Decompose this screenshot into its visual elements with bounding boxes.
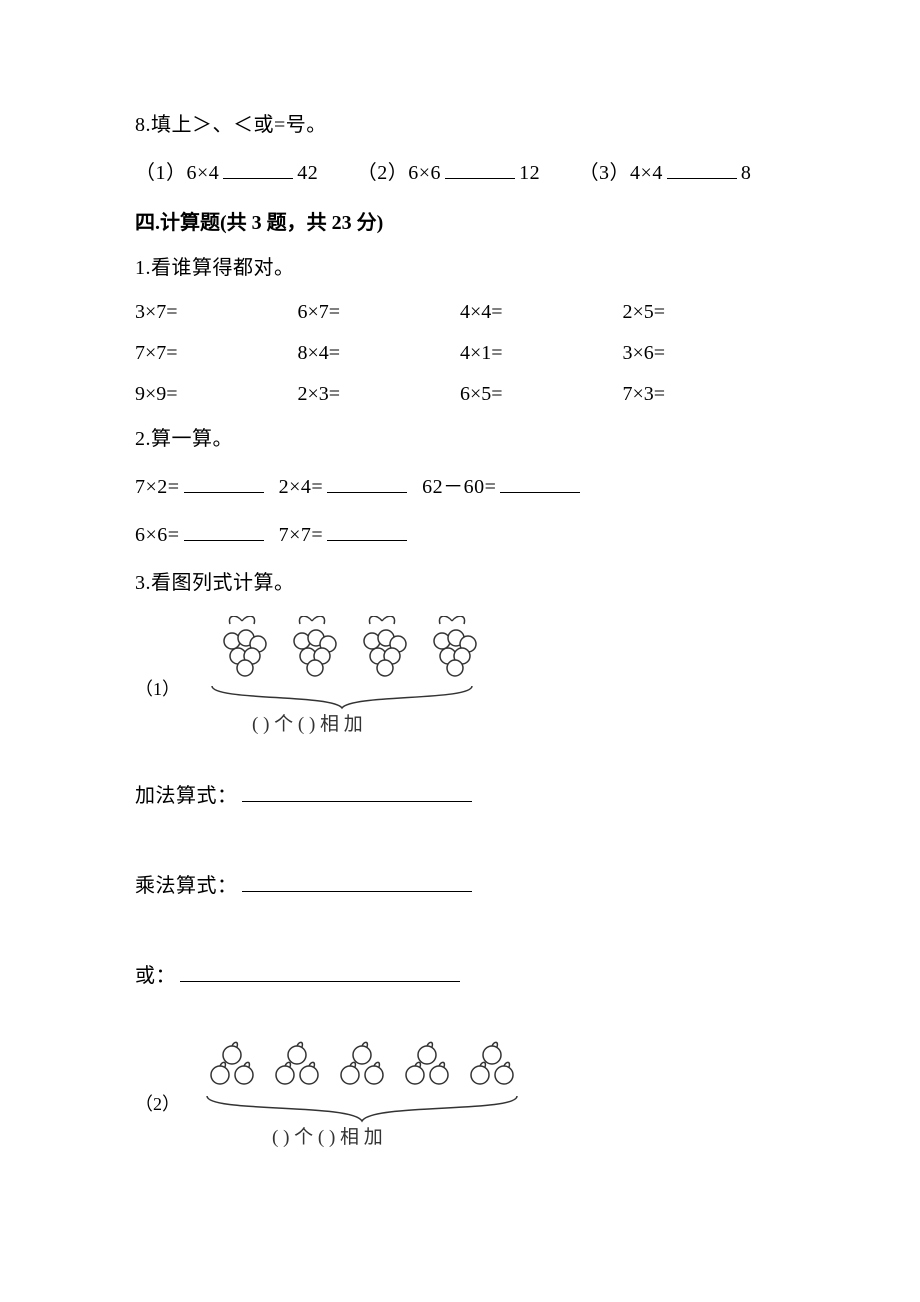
q8-p2-rhs: 12	[519, 162, 540, 184]
q8-p1-expr: （1）6×4	[135, 162, 219, 184]
s4q2-l1-b1	[184, 472, 264, 493]
s4q3-or-line: 或：	[135, 961, 785, 991]
q8-p3-expr: （3）4×4	[579, 162, 663, 184]
s4q3-prompt: 3.看图列式计算。	[135, 568, 785, 598]
document-page: 8.填上＞、＜或=号。 （1）6×4 42 （2）6×6 12 （3）4×4 8 四.…	[0, 0, 920, 1302]
s4q2-line2: 6×6= 7×7=	[135, 520, 785, 550]
s4q3-add-blank	[242, 781, 472, 802]
s4q3-mult-blank	[242, 871, 472, 892]
s4q1-r1c1: 3×7=	[135, 301, 298, 324]
s4q1-r3c4: 7×3=	[623, 383, 786, 406]
s4q3-mult-line: 乘法算式：	[135, 871, 785, 901]
s4q3-sub1-prefix: （1）	[135, 675, 180, 741]
q8-p3-blank	[667, 158, 737, 179]
s4q1-r2c3: 4×1=	[460, 342, 623, 365]
s4q1-r2c2: 8×4=	[298, 342, 461, 365]
cherry-svg: ( ) 个 ( ) 相 加	[192, 1041, 532, 1151]
cherry-figure: ( ) 个 ( ) 相 加	[192, 1041, 532, 1156]
s4q3-mult-label: 乘法算式：	[135, 875, 238, 897]
s4q3-or-label: 或：	[135, 965, 176, 987]
q8-parts: （1）6×4 42 （2）6×6 12 （3）4×4 8	[135, 158, 785, 188]
s4q2-line1: 7×2= 2×4= 62－60=	[135, 472, 785, 502]
s4q2-l1-e2: 2×4=	[279, 476, 324, 498]
s4q3-fig2: （2）	[135, 1041, 785, 1156]
q8-p2-expr: （2）6×6	[357, 162, 441, 184]
s4q1-row1: 3×7= 6×7= 4×4= 2×5=	[135, 301, 785, 324]
s4q2-l1-b3	[500, 472, 580, 493]
s4q1-r3c2: 2×3=	[298, 383, 461, 406]
svg-text:( ) 个 ( ) 相 加: ( ) 个 ( ) 相 加	[252, 713, 363, 735]
svg-text:( ) 个 ( ) 相 加: ( ) 个 ( ) 相 加	[272, 1126, 383, 1148]
s4q1-r3c1: 9×9=	[135, 383, 298, 406]
s4q3-or-blank	[180, 961, 460, 982]
s4q2-prompt: 2.算一算。	[135, 424, 785, 454]
s4q3-fig1: （1）	[135, 616, 785, 741]
grape-figure: ( ) 个 ( ) 相 加	[192, 616, 492, 741]
s4q2-l2-b1	[184, 520, 264, 541]
s4q1-row3: 9×9= 2×3= 6×5= 7×3=	[135, 383, 785, 406]
s4q1-prompt: 1.看谁算得都对。	[135, 253, 785, 283]
s4q2-l2-b2	[327, 520, 407, 541]
s4q2-l1-b2	[327, 472, 407, 493]
s4q2-l2-e2: 7×7=	[279, 524, 324, 546]
q8-p1-rhs: 42	[297, 162, 318, 184]
s4q2-l1-e1: 7×2=	[135, 476, 180, 498]
s4q1-r2c1: 7×7=	[135, 342, 298, 365]
s4q3-sub2-prefix: （2）	[135, 1090, 180, 1156]
s4q1-r3c3: 6×5=	[460, 383, 623, 406]
s4q2-l2-e1: 6×6=	[135, 524, 180, 546]
s4q2-l1-e3: 62－60=	[422, 476, 496, 498]
grape-svg: ( ) 个 ( ) 相 加	[192, 616, 492, 736]
s4q1-row2: 7×7= 8×4= 4×1= 3×6=	[135, 342, 785, 365]
q8-p1-blank	[223, 158, 293, 179]
s4q3-add-label: 加法算式：	[135, 785, 238, 807]
s4q3-fig1-row: （1）	[135, 616, 785, 741]
q8-p2-blank	[445, 158, 515, 179]
s4q1-r1c2: 6×7=	[298, 301, 461, 324]
s4q3-add-line: 加法算式：	[135, 781, 785, 811]
s4q3-fig2-row: （2）	[135, 1041, 785, 1156]
s4q1-r2c4: 3×6=	[623, 342, 786, 365]
s4q1-r1c3: 4×4=	[460, 301, 623, 324]
s4q1-r1c4: 2×5=	[623, 301, 786, 324]
q8-p3-rhs: 8	[741, 162, 752, 184]
section4-header: 四.计算题(共 3 题，共 23 分)	[135, 206, 785, 235]
q8-prompt: 8.填上＞、＜或=号。	[135, 110, 785, 140]
